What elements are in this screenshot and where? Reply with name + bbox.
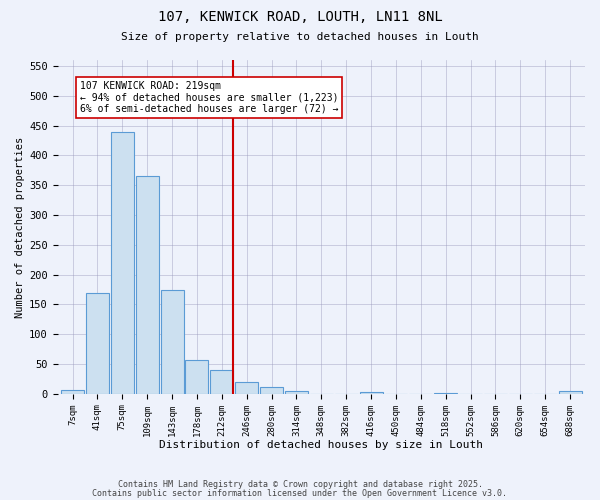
Text: Contains public sector information licensed under the Open Government Licence v3: Contains public sector information licen…: [92, 490, 508, 498]
Bar: [559, 392, 581, 394]
Bar: [235, 382, 258, 394]
Bar: [359, 392, 383, 394]
Bar: [434, 392, 457, 394]
X-axis label: Distribution of detached houses by size in Louth: Distribution of detached houses by size …: [160, 440, 484, 450]
Text: 107 KENWICK ROAD: 219sqm
← 94% of detached houses are smaller (1,223)
6% of semi: 107 KENWICK ROAD: 219sqm ← 94% of detach…: [80, 81, 338, 114]
Bar: [260, 388, 283, 394]
Bar: [285, 391, 308, 394]
Bar: [211, 370, 233, 394]
Y-axis label: Number of detached properties: Number of detached properties: [15, 136, 25, 318]
Text: 107, KENWICK ROAD, LOUTH, LN11 8NL: 107, KENWICK ROAD, LOUTH, LN11 8NL: [158, 10, 442, 24]
Bar: [161, 290, 184, 394]
Bar: [86, 292, 109, 394]
Bar: [185, 360, 208, 394]
Text: Size of property relative to detached houses in Louth: Size of property relative to detached ho…: [121, 32, 479, 42]
Bar: [136, 176, 158, 394]
Text: Contains HM Land Registry data © Crown copyright and database right 2025.: Contains HM Land Registry data © Crown c…: [118, 480, 482, 489]
Bar: [111, 132, 134, 394]
Bar: [61, 390, 84, 394]
